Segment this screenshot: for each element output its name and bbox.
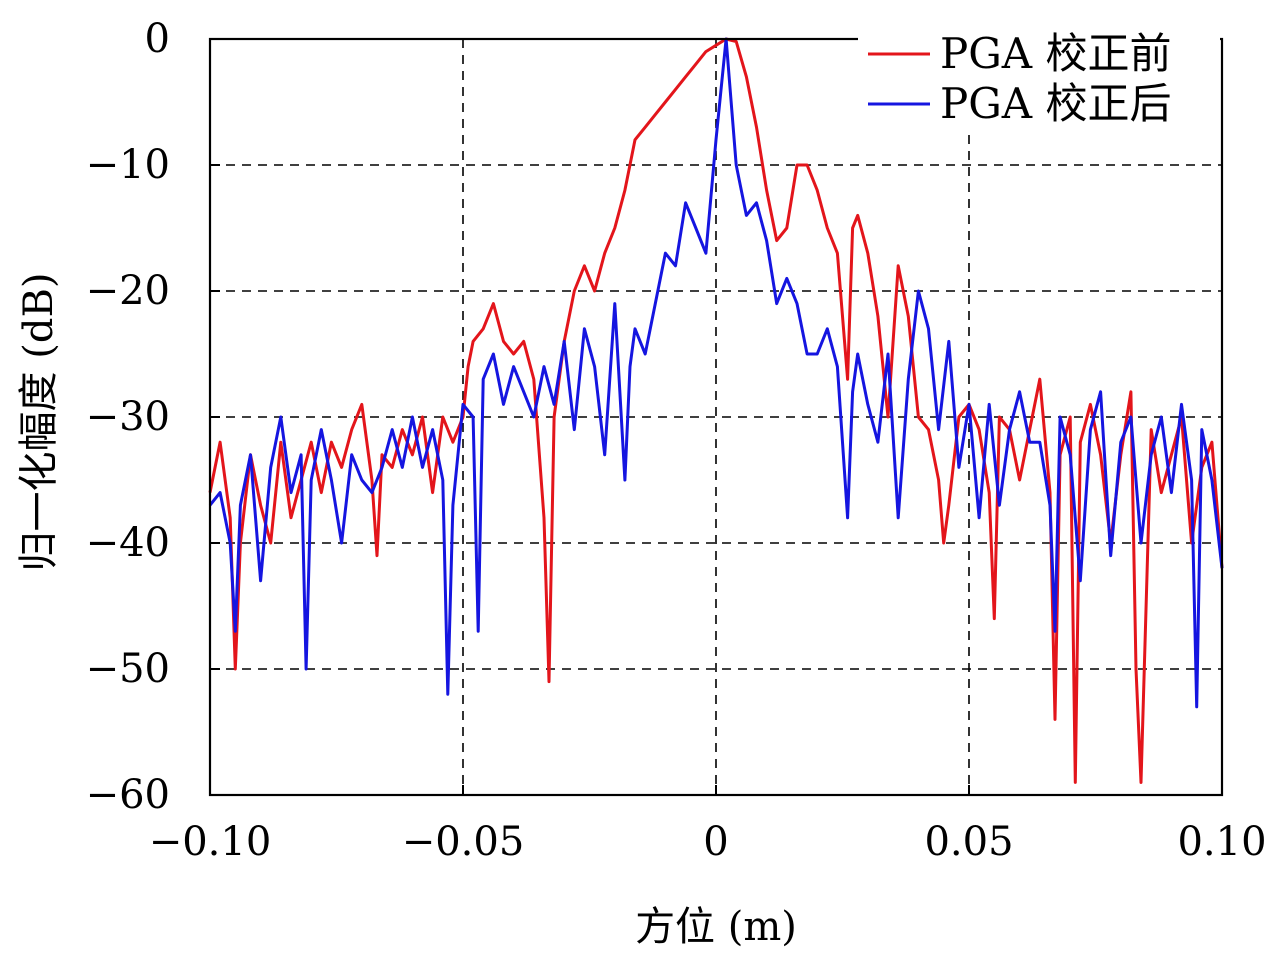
y-axis-title: 归一化幅度 (dB) (16, 273, 62, 572)
y-tick-label: −40 (86, 520, 170, 566)
axis-ticks: −0.10 −0.05 0 0.05 0.10 0 −10 −20 −30 −40 −50 −60 (86, 16, 1267, 865)
x-tick-label: 0 (703, 819, 728, 865)
x-tick-label: −0.05 (402, 819, 525, 865)
legend-label: PGA 校正前 (940, 29, 1172, 78)
y-tick-label: 0 (145, 16, 170, 62)
legend-box (858, 28, 1220, 134)
series-line-2 (208, 37, 1224, 709)
x-tick-label: 0.05 (924, 819, 1013, 865)
y-tick-label: −10 (86, 142, 170, 188)
x-tick-label: 0.10 (1177, 819, 1266, 865)
y-tick-label: −50 (86, 646, 170, 692)
legend-label: PGA 校正后 (940, 79, 1172, 128)
x-tick-label: −0.10 (149, 819, 272, 865)
y-tick-label: −60 (86, 772, 170, 818)
y-tick-label: −30 (86, 394, 170, 440)
x-axis-title: 方位 (m) (635, 904, 797, 950)
y-tick-label: −20 (86, 268, 170, 314)
